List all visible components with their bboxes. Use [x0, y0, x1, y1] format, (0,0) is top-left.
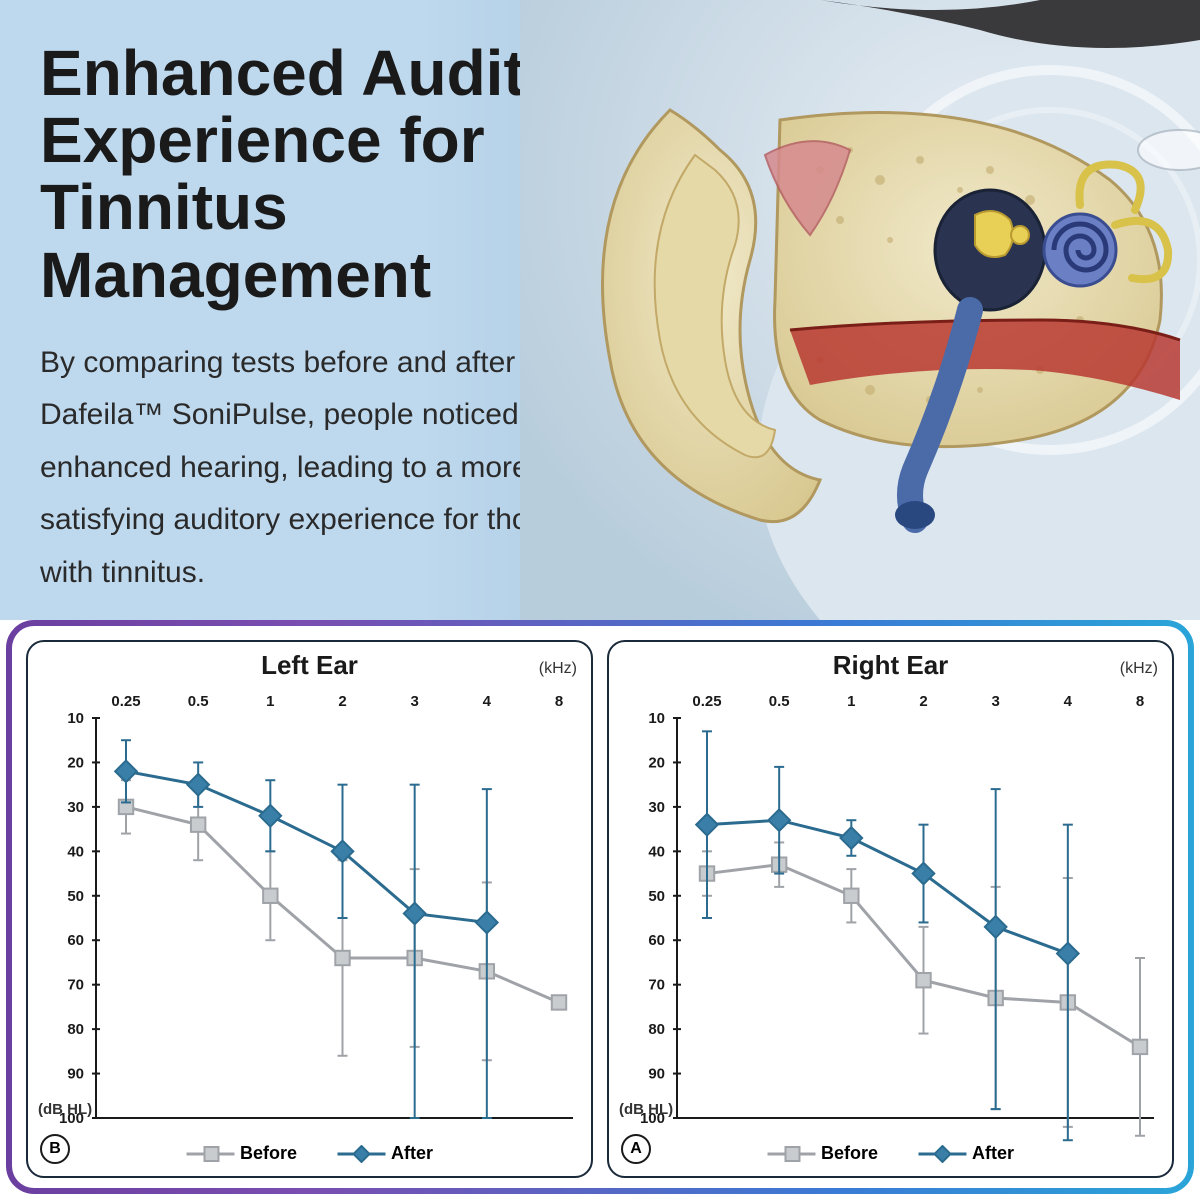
- svg-text:70: 70: [648, 977, 665, 994]
- svg-text:8: 8: [1136, 693, 1144, 710]
- svg-text:80: 80: [67, 1021, 84, 1038]
- panel-badge: B: [40, 1134, 70, 1164]
- chart-legend: Before After: [767, 1143, 1014, 1164]
- svg-text:2: 2: [338, 693, 346, 710]
- y-axis-unit: (dB HL): [619, 1101, 673, 1118]
- panel-badge: A: [621, 1134, 651, 1164]
- svg-text:20: 20: [67, 754, 84, 771]
- ear-anatomy-illustration: [520, 0, 1200, 620]
- svg-text:30: 30: [67, 799, 84, 816]
- svg-text:10: 10: [67, 710, 84, 727]
- plot-area: 0.250.512348102030405060708090100: [673, 690, 1158, 1118]
- svg-text:10: 10: [648, 710, 665, 727]
- hero-section: Enhanced Auditory Experience for Tinnitu…: [0, 0, 1200, 620]
- svg-text:90: 90: [648, 1066, 665, 1083]
- svg-text:80: 80: [648, 1021, 665, 1038]
- svg-text:0.25: 0.25: [692, 693, 721, 710]
- svg-text:3: 3: [991, 693, 999, 710]
- chart-svg: 0.250.512348102030405060708090100: [673, 690, 1158, 1118]
- svg-text:2: 2: [919, 693, 927, 710]
- svg-text:0.5: 0.5: [188, 693, 209, 710]
- svg-text:3: 3: [410, 693, 418, 710]
- legend-before-label: Before: [821, 1143, 878, 1164]
- x-axis-unit: (kHz): [1120, 660, 1158, 678]
- chart-title: Right Ear: [833, 650, 949, 681]
- legend-after-label: After: [972, 1143, 1014, 1164]
- svg-text:40: 40: [67, 843, 84, 860]
- chart-panel-left-ear: Left Ear (kHz) 0.25 0.5 1 2 3 4 8 10 20 30 40 50 60 70 8…: [26, 640, 593, 1178]
- svg-text:4: 4: [483, 693, 492, 710]
- svg-text:60: 60: [648, 932, 665, 949]
- svg-text:0.25: 0.25: [111, 693, 140, 710]
- svg-text:40: 40: [648, 843, 665, 860]
- legend-before-label: Before: [240, 1143, 297, 1164]
- charts-section: Left Ear (kHz) 0.25 0.5 1 2 3 4 8 10 20 30 40 50 60 70 8…: [0, 620, 1200, 1200]
- svg-text:20: 20: [648, 754, 665, 771]
- svg-text:50: 50: [648, 888, 665, 905]
- charts-inner: Left Ear (kHz) 0.25 0.5 1 2 3 4 8 10 20 30 40 50 60 70 8…: [12, 626, 1188, 1188]
- plot-area: 0.250.512348102030405060708090100: [92, 690, 577, 1118]
- x-axis-unit: (kHz): [539, 660, 577, 678]
- y-axis-unit: (dB HL): [38, 1101, 92, 1118]
- svg-text:30: 30: [648, 799, 665, 816]
- hero-body-text: By comparing tests before and after usin…: [40, 337, 600, 600]
- legend-after: After: [918, 1143, 1014, 1164]
- legend-after-label: After: [391, 1143, 433, 1164]
- chart-panel-right-ear: Right Ear (kHz) 0.25 0.5 1 2 3 4 8 10 20 30 40 50 60 70…: [607, 640, 1174, 1178]
- legend-after: After: [337, 1143, 433, 1164]
- svg-text:70: 70: [67, 977, 84, 994]
- svg-text:50: 50: [67, 888, 84, 905]
- svg-text:0.5: 0.5: [769, 693, 790, 710]
- chart-svg: 0.250.512348102030405060708090100: [92, 690, 577, 1118]
- legend-before: Before: [767, 1143, 878, 1164]
- svg-text:60: 60: [67, 932, 84, 949]
- legend-before: Before: [186, 1143, 297, 1164]
- svg-text:8: 8: [555, 693, 563, 710]
- chart-title: Left Ear: [261, 650, 358, 681]
- svg-text:90: 90: [67, 1066, 84, 1083]
- svg-text:1: 1: [847, 693, 855, 710]
- svg-text:4: 4: [1064, 693, 1073, 710]
- svg-text:1: 1: [266, 693, 274, 710]
- chart-legend: Before After: [186, 1143, 433, 1164]
- charts-gradient-border: Left Ear (kHz) 0.25 0.5 1 2 3 4 8 10 20 30 40 50 60 70 8…: [6, 620, 1194, 1194]
